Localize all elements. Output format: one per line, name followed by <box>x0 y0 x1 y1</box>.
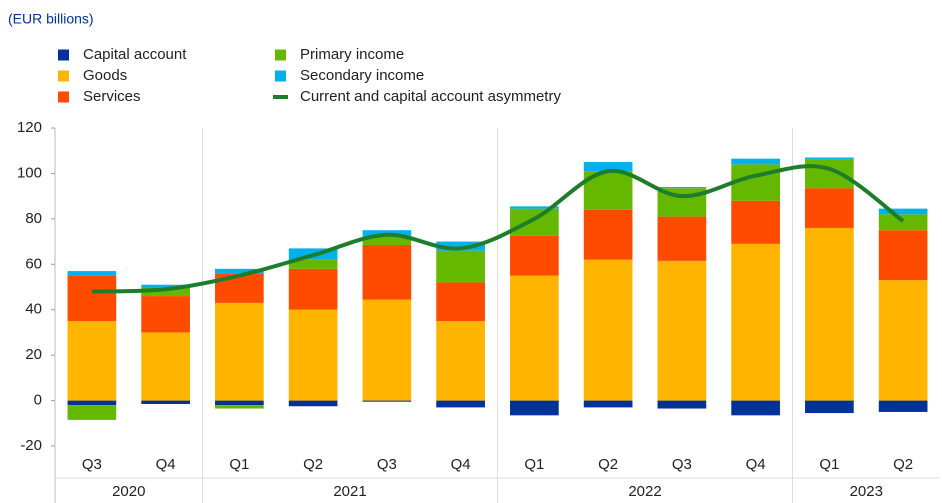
legend-swatch <box>58 70 69 82</box>
group-label: 2023 <box>850 483 883 500</box>
bar-segment <box>731 200 780 244</box>
y-tick-label: -20 <box>20 437 42 454</box>
bar-segment <box>362 400 412 402</box>
bar-segment <box>510 400 559 416</box>
bar-segment <box>731 158 780 165</box>
bar-segment <box>583 209 633 260</box>
x-tick-label: Q1 <box>819 456 839 473</box>
x-tick-label: Q4 <box>156 456 176 473</box>
bar-segment <box>288 268 338 310</box>
bar-segment <box>215 268 264 274</box>
y-tick-label: 80 <box>25 210 42 227</box>
group-label: 2022 <box>628 483 661 500</box>
bar-segment <box>583 162 633 172</box>
bar-segment <box>436 241 485 251</box>
bar-segment <box>583 400 633 408</box>
bar-segment <box>878 208 928 215</box>
bar-segment <box>805 227 854 401</box>
bar-segment <box>510 206 559 209</box>
bar-segment <box>657 400 707 409</box>
legend-label: Primary income <box>300 46 404 63</box>
bar-segment <box>215 400 264 406</box>
legend-label: Secondary income <box>300 67 424 84</box>
bar-segment <box>436 282 485 322</box>
legend-label: Current and capital account asymmetry <box>300 88 561 105</box>
legend-label: Goods <box>83 67 127 84</box>
bar-segment <box>805 157 854 160</box>
bar-segment <box>731 243 780 401</box>
bar-segment <box>362 299 412 401</box>
bar-segment <box>141 296 190 333</box>
bar-segment <box>436 400 485 408</box>
bar-segment <box>362 244 412 300</box>
y-tick-label: 20 <box>25 346 42 363</box>
bar-segment <box>288 400 338 407</box>
y-tick-label: 0 <box>34 392 42 409</box>
bar-segment <box>805 159 854 189</box>
group-label: 2020 <box>112 483 145 500</box>
bar-segment <box>67 405 117 420</box>
line <box>91 164 905 294</box>
y-tick-label: 60 <box>25 255 42 272</box>
legend-label: Capital account <box>83 46 187 63</box>
legend-swatch <box>275 70 286 82</box>
bar-segment <box>141 284 190 287</box>
x-tick-label: Q1 <box>524 456 544 473</box>
y-tick-label: 120 <box>17 119 42 136</box>
x-tick-label: Q4 <box>451 456 471 473</box>
bar-segment <box>731 400 780 416</box>
bar-segment <box>805 188 854 228</box>
x-tick-label: Q1 <box>229 456 249 473</box>
bar-segment <box>362 235 412 245</box>
bar-segment <box>436 250 485 283</box>
bar-segment <box>215 302 264 401</box>
bar-segment <box>67 275 117 322</box>
bar-segment <box>657 187 707 189</box>
bar-segment <box>583 259 633 401</box>
bar-segment <box>288 259 338 269</box>
x-tick-label: Q3 <box>377 456 397 473</box>
bar-segment <box>67 271 117 276</box>
bar-segment <box>510 208 559 236</box>
bar-segment <box>141 400 190 404</box>
group-label: 2021 <box>333 483 366 500</box>
x-tick-label: Q2 <box>303 456 323 473</box>
bar-segment <box>878 400 928 412</box>
legend-label: Services <box>83 88 141 105</box>
bar-segment <box>436 321 485 401</box>
x-tick-label: Q3 <box>82 456 102 473</box>
bar-segment <box>510 275 559 401</box>
bar-segment <box>67 400 117 406</box>
legend-swatch <box>58 91 69 103</box>
x-tick-label: Q2 <box>893 456 913 473</box>
bar-segment <box>67 321 117 401</box>
bar-segment <box>288 309 338 401</box>
bar-segment <box>141 332 190 401</box>
y-tick-label: 100 <box>17 164 42 181</box>
bar-segment <box>657 216 707 261</box>
legend-swatch <box>275 49 286 61</box>
chart-subtitle: (EUR billions) <box>8 11 94 27</box>
bar-segment <box>805 400 854 414</box>
x-tick-label: Q2 <box>598 456 618 473</box>
bar-segment <box>215 405 264 409</box>
bar-segment <box>657 260 707 401</box>
bar-segment <box>878 214 928 231</box>
legend-swatch <box>58 49 69 61</box>
bar-segment <box>878 230 928 281</box>
bar-segment <box>141 287 190 297</box>
x-tick-label: Q4 <box>746 456 766 473</box>
bar-segment <box>878 280 928 401</box>
y-tick-label: 40 <box>25 301 42 318</box>
bar-segment <box>510 235 559 276</box>
x-tick-label: Q3 <box>672 456 692 473</box>
